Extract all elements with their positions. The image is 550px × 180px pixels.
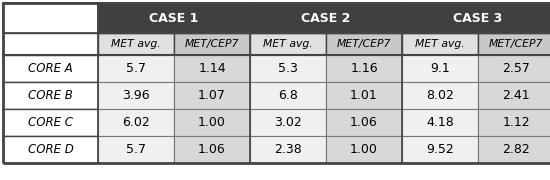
Text: 4.18: 4.18 [426,116,454,129]
Bar [3,136,98,163]
Text: CASE 2: CASE 2 [301,12,351,24]
Text: 2.57: 2.57 [502,62,530,75]
Bar [250,55,326,82]
Text: 1.07: 1.07 [198,89,226,102]
Bar [478,82,550,109]
Text: 5.7: 5.7 [126,62,146,75]
Text: 3.02: 3.02 [274,116,302,129]
Bar [326,136,402,163]
Text: 1.12: 1.12 [502,116,530,129]
Text: MET/CEP7: MET/CEP7 [185,39,239,49]
Bar [402,82,478,109]
Bar [174,109,250,136]
Bar [98,82,174,109]
Text: 9.1: 9.1 [430,62,450,75]
Text: 5.3: 5.3 [278,62,298,75]
Text: 9.52: 9.52 [426,143,454,156]
Text: CORE B: CORE B [28,89,73,102]
Bar [3,3,550,163]
Bar [98,136,174,163]
Bar [478,33,550,55]
Bar [402,3,550,33]
Text: 1.01: 1.01 [350,89,378,102]
Bar [402,55,478,82]
Bar [3,55,98,82]
Text: 1.00: 1.00 [198,116,226,129]
Bar [478,109,550,136]
Bar [174,33,250,55]
Bar [98,3,250,33]
Bar [402,136,478,163]
Text: CORE A: CORE A [28,62,73,75]
Text: 2.38: 2.38 [274,143,302,156]
Bar [326,33,402,55]
Bar [174,82,250,109]
Text: CASE 3: CASE 3 [453,12,503,24]
Text: 1.06: 1.06 [350,116,378,129]
Text: CORE C: CORE C [28,116,73,129]
Bar [174,55,250,82]
Bar [250,82,326,109]
Text: 1.14: 1.14 [198,62,226,75]
Text: 8.02: 8.02 [426,89,454,102]
Bar [402,33,478,55]
Text: MET/CEP7: MET/CEP7 [337,39,391,49]
Text: MET avg.: MET avg. [263,39,313,49]
Bar [98,33,174,55]
Bar [326,109,402,136]
Text: 3.96: 3.96 [122,89,150,102]
Text: CASE 1: CASE 1 [149,12,199,24]
Bar [326,82,402,109]
Bar [3,33,98,55]
Text: MET/CEP7: MET/CEP7 [489,39,543,49]
Bar [326,55,402,82]
Text: 1.16: 1.16 [350,62,378,75]
Text: 2.41: 2.41 [502,89,530,102]
Bar [250,3,402,33]
Text: MET avg.: MET avg. [111,39,161,49]
Text: 1.00: 1.00 [350,143,378,156]
Bar [3,82,98,109]
Text: CORE D: CORE D [28,143,73,156]
Bar [402,109,478,136]
Bar [3,3,98,33]
Text: MET avg.: MET avg. [415,39,465,49]
Bar [250,33,326,55]
Bar [478,136,550,163]
Text: 5.7: 5.7 [126,143,146,156]
Bar [250,136,326,163]
Bar [98,109,174,136]
Bar [478,55,550,82]
Text: 1.06: 1.06 [198,143,226,156]
Bar [174,136,250,163]
Bar [250,109,326,136]
Text: 6.02: 6.02 [122,116,150,129]
Text: 2.82: 2.82 [502,143,530,156]
Bar [3,109,98,136]
Text: 6.8: 6.8 [278,89,298,102]
Bar [98,55,174,82]
